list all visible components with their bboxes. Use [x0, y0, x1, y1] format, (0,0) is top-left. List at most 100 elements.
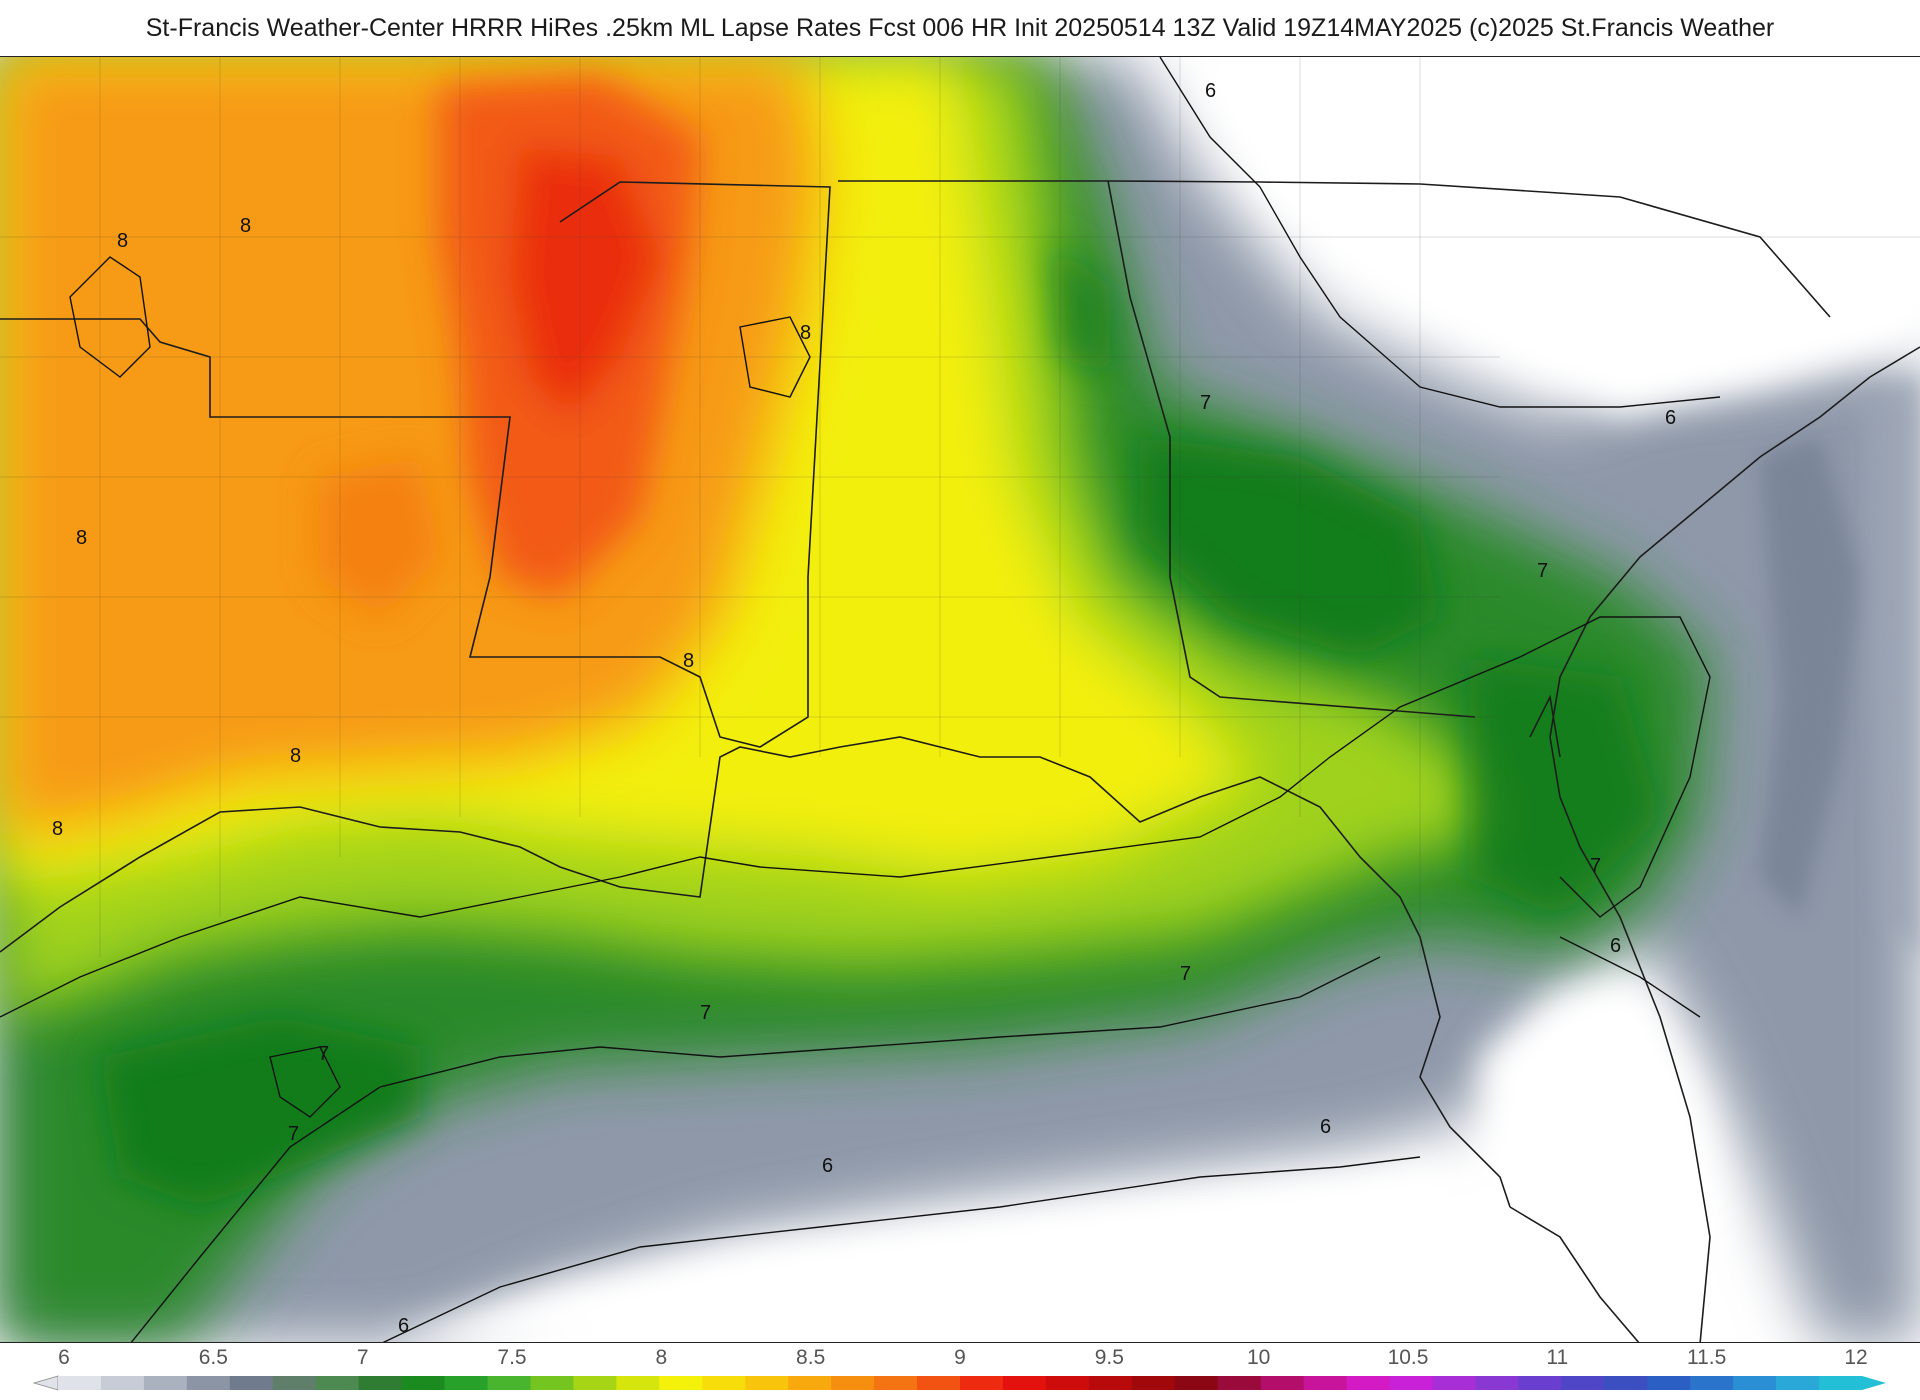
colorbar-tick-label: 7.5: [497, 1346, 527, 1369]
colorbar-tick-label: 8: [655, 1346, 668, 1369]
colorbar-cell: [1260, 1376, 1305, 1390]
colorbar-cell: [444, 1376, 489, 1390]
contour-label: 8: [290, 745, 301, 767]
contour-7-closed-line: [269, 1046, 341, 1118]
colorbar-tick-label: 10.5: [1387, 1346, 1429, 1369]
colorbar-tick-label: 7: [356, 1346, 369, 1369]
colorbar-cell: [1002, 1376, 1047, 1390]
contour-label: 8: [240, 215, 251, 237]
colorbar-cell: [702, 1376, 746, 1390]
colorbar-cell: [745, 1376, 789, 1390]
colorbar-cell: [960, 1376, 1004, 1390]
colorbar-cell: [1647, 1376, 1691, 1390]
colorbar-left-arrow: [32, 1375, 59, 1391]
contour-label: 6: [398, 1315, 409, 1337]
colorbar-cell: [1518, 1376, 1562, 1390]
state-line-west: [0, 181, 831, 748]
state-line-nc-sc: [1107, 180, 1831, 318]
colorbar-cell: [874, 1376, 918, 1390]
contour-6-north-line: [1159, 57, 1721, 408]
colorbar-right-arrow: [1862, 1376, 1886, 1390]
contour-8-closed-line: [69, 256, 151, 378]
atlantic-coastline: [1549, 346, 1920, 1342]
colorbar-cell: [1561, 1376, 1605, 1390]
colorbar-cell: [1045, 1376, 1090, 1390]
colorbar-cell: [100, 1376, 145, 1390]
colorbar-cell: [788, 1376, 832, 1390]
colorbar-cell: [1475, 1376, 1519, 1390]
contour-6-line: [382, 1156, 1421, 1342]
colorbar-cell: [1131, 1376, 1176, 1390]
contour-label: 7: [1200, 392, 1211, 414]
colorbar-cell: [143, 1376, 188, 1390]
colorbar-cell: [1346, 1376, 1391, 1390]
contour-label: 8: [52, 818, 63, 840]
contour-label: 7: [1537, 560, 1548, 582]
colorbar-cell: [1217, 1376, 1262, 1390]
state-line-ga: [838, 180, 1476, 718]
lapse-rate-field: 6 6 6 6 6 6 7 7 7 7 7 7 7 8 8 8 8 8 8 8: [0, 57, 1920, 1342]
florida-ga-line: [1529, 694, 1561, 758]
contour-6-fl-line: [1559, 936, 1701, 1018]
colorbar-tick-label: 11.5: [1686, 1346, 1727, 1369]
dark-green-pockets: [100, 237, 1660, 1207]
colorbar-cell: [1088, 1376, 1133, 1390]
colorbar-cell: [58, 1376, 102, 1390]
florida-sw-coast: [1509, 1206, 1640, 1342]
colorbar-cell: [315, 1376, 360, 1390]
colorbar-cell: [1174, 1376, 1219, 1390]
contour-lines: [0, 57, 1721, 1342]
colorbar-cell: [487, 1376, 531, 1390]
colorbar-cell: [358, 1376, 403, 1390]
contour-7-line: [0, 616, 1711, 1018]
colorbar-cell: [831, 1376, 875, 1390]
contour-7-south-line: [130, 956, 1381, 1342]
weather-map[interactable]: 6 6 6 6 6 6 7 7 7 7 7 7 7 8 8 8 8 8 8 8: [0, 56, 1920, 1343]
colorbar-cell: [616, 1376, 660, 1390]
boundary-lines: [0, 180, 1920, 1342]
colorbar-tick-label: 10: [1246, 1346, 1271, 1369]
colorbar-cell: [1776, 1376, 1820, 1390]
contour-label: 7: [700, 1002, 711, 1024]
colorbar-tick-label: 9.5: [1094, 1346, 1124, 1369]
contour-label: 6: [1610, 935, 1621, 957]
colorbar-tick-label: 8.5: [796, 1346, 826, 1369]
contour-label: 7: [288, 1123, 299, 1145]
county-grid: [0, 57, 1920, 957]
colorbar-cell: [573, 1376, 617, 1390]
contour-label: 8: [117, 230, 128, 252]
contour-label: 6: [1205, 80, 1216, 102]
colorbar-cell: [186, 1376, 231, 1390]
colorbar-cell: [530, 1376, 574, 1390]
contour-label: 7: [1590, 855, 1601, 877]
colorbar: [32, 1375, 1886, 1391]
contour-label: 7: [318, 1043, 329, 1065]
contour-label: 8: [76, 527, 87, 549]
colorbar-tick-label: 11: [1546, 1346, 1569, 1369]
colorbar-cell: [917, 1376, 961, 1390]
colorbar-cell: [1432, 1376, 1476, 1390]
colorbar-cell: [1389, 1376, 1433, 1390]
colorbar-cell: [272, 1376, 317, 1390]
contour-8-closed-ms-line: [739, 316, 811, 398]
colorbar-cell: [1604, 1376, 1648, 1390]
high-lapse-core: [320, 77, 700, 617]
contour-label: 7: [1180, 963, 1191, 985]
colorbar-cell: [1733, 1376, 1777, 1390]
colorbar-tick-label: 12: [1844, 1346, 1868, 1369]
contour-label: 8: [683, 650, 694, 672]
page-title: St-Francis Weather-Center HRRR HiRes .25…: [145, 13, 1775, 42]
contour-label: 6: [1320, 1116, 1331, 1138]
contour-label: 8: [800, 322, 811, 344]
colorbar-cell: [1819, 1376, 1863, 1390]
contour-label-group: 6 6 6 6 6 6 7 7 7 7 7 7 7 8 8 8 8 8 8 8: [52, 80, 1676, 1337]
colorbar-cell: [1690, 1376, 1734, 1390]
atlantic-streaks: [1760, 377, 1920, 957]
colorbar-cell: [229, 1376, 274, 1390]
light-regions: [386, 57, 1920, 1342]
colorbar-cell: [401, 1376, 446, 1390]
colorbar-cell: [1303, 1376, 1348, 1390]
contour-label: 6: [1665, 407, 1676, 429]
colorbar-tick-label: 6.5: [198, 1346, 228, 1369]
contour-label: 6: [822, 1155, 833, 1177]
